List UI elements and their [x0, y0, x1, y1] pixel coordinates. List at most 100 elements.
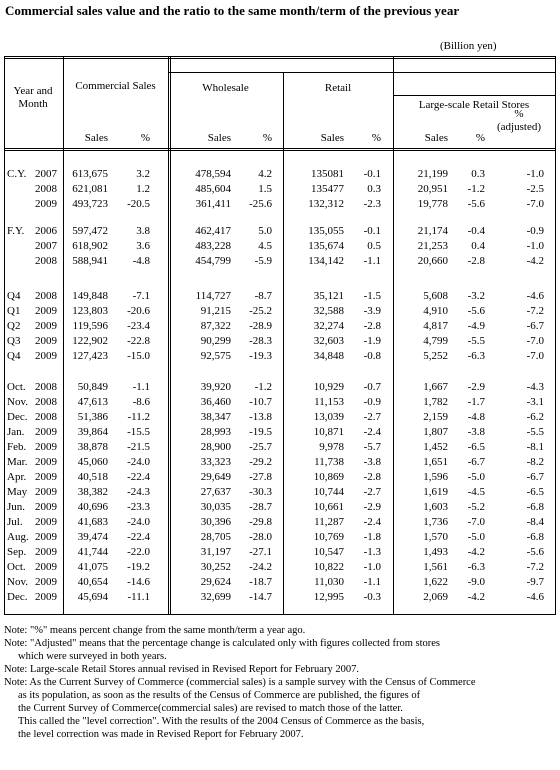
cell: -11.2	[127, 411, 150, 423]
cell: 38,347	[200, 411, 231, 423]
cell: -19.5	[249, 426, 272, 438]
cell: 1,452	[423, 441, 448, 453]
cell: 135,674	[308, 240, 344, 252]
cell: 41,744	[77, 546, 108, 558]
cell: 478,594	[195, 168, 231, 180]
cell: -29.2	[249, 456, 272, 468]
cell: 28,993	[200, 426, 231, 438]
cell: -4.2	[467, 546, 485, 558]
rule	[168, 72, 556, 73]
cell: 485,604	[195, 183, 231, 195]
cell: 1,667	[423, 381, 448, 393]
cell: -2.8	[363, 320, 381, 332]
row-year: 2007	[35, 168, 57, 180]
cell: -0.9	[363, 396, 381, 408]
cell: 1,651	[423, 456, 448, 468]
cell: 4.5	[258, 240, 272, 252]
cell: 35,121	[313, 290, 344, 302]
row-year: 2009	[35, 335, 57, 347]
title: Commercial sales value and the ratio to …	[5, 3, 460, 18]
row-period: Apr.	[7, 471, 27, 483]
cell: 613,675	[72, 168, 108, 180]
cell: -5.9	[254, 255, 272, 267]
cell: -5.0	[467, 531, 485, 543]
cell: -2.7	[363, 411, 381, 423]
subheader: Sales	[207, 132, 231, 144]
cell: -7.2	[526, 305, 544, 317]
cell: -6.7	[526, 471, 544, 483]
cell: 597,472	[72, 225, 108, 237]
cell: 10,822	[313, 561, 344, 573]
row-year: 2009	[35, 501, 57, 513]
cell: -28.0	[249, 531, 272, 543]
row-year: 2009	[35, 576, 57, 588]
cell: -10.7	[249, 396, 272, 408]
cell: 10,547	[313, 546, 344, 558]
cell: -4.8	[467, 411, 485, 423]
rule	[4, 614, 556, 615]
cell: 588,941	[72, 255, 108, 267]
row-year: 2008	[35, 290, 57, 302]
cell: -28.9	[249, 320, 272, 332]
cell: 493,723	[72, 198, 108, 210]
row-period: Q1	[7, 305, 21, 317]
rule	[4, 56, 556, 57]
cell: -5.0	[467, 471, 485, 483]
cell: 21,253	[417, 240, 448, 252]
cell: -1.1	[132, 381, 150, 393]
cell: 40,696	[77, 501, 108, 513]
cell: -5.5	[467, 335, 485, 347]
cell: -19.2	[127, 561, 150, 573]
cell: 29,649	[200, 471, 231, 483]
rule	[393, 56, 394, 614]
cell: 114,727	[195, 290, 231, 302]
cell: -7.0	[526, 350, 544, 362]
cell: -6.7	[467, 456, 485, 468]
cell: 1,570	[423, 531, 448, 543]
row-period: Dec.	[7, 591, 28, 603]
cell: -7.0	[526, 335, 544, 347]
subheader: % (adjusted)	[497, 108, 541, 133]
cell: -4.2	[526, 255, 544, 267]
cell: -0.1	[363, 168, 381, 180]
row-year: 2009	[35, 426, 57, 438]
cell: 127,423	[72, 350, 108, 362]
cell: -0.3	[363, 591, 381, 603]
cell: -3.8	[363, 456, 381, 468]
note-line: This called the "level correction". With…	[18, 716, 425, 727]
cell: 41,683	[77, 516, 108, 528]
cell: 1,736	[423, 516, 448, 528]
cell: -5.7	[363, 441, 381, 453]
rule	[4, 58, 556, 59]
cell: 4.2	[258, 168, 272, 180]
cell: 618,902	[72, 240, 108, 252]
cell: 31,197	[200, 546, 231, 558]
cell: -1.8	[363, 531, 381, 543]
cell: -2.4	[363, 426, 381, 438]
subheader: Sales	[84, 132, 108, 144]
cell: 36,460	[200, 396, 231, 408]
row-year: 2008	[35, 381, 57, 393]
cell: 135,055	[308, 225, 344, 237]
cell: -2.9	[363, 501, 381, 513]
cell: -24.0	[127, 456, 150, 468]
cell: -8.2	[526, 456, 544, 468]
row-year: 2008	[35, 255, 57, 267]
row-year: 2009	[35, 486, 57, 498]
cell: 40,654	[77, 576, 108, 588]
cell: 33,323	[200, 456, 231, 468]
col-header: Commercial Sales	[75, 80, 156, 92]
cell: -24.0	[127, 516, 150, 528]
cell: -1.1	[363, 576, 381, 588]
cell: -4.8	[132, 255, 150, 267]
cell: 32,603	[313, 335, 344, 347]
cell: 1,807	[423, 426, 448, 438]
cell: -22.4	[127, 531, 150, 543]
row-year: 2008	[35, 396, 57, 408]
cell: -20.6	[127, 305, 150, 317]
cell: -0.8	[363, 350, 381, 362]
cell: 134,142	[308, 255, 344, 267]
cell: 20,660	[417, 255, 448, 267]
cell: -25.7	[249, 441, 272, 453]
